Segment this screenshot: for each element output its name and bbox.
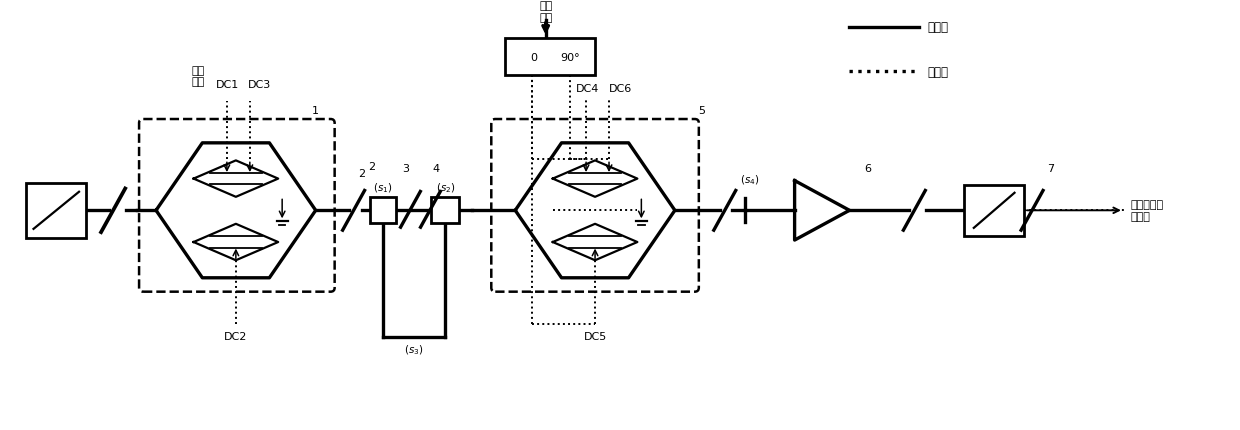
Text: 6: 6 [864,163,872,173]
FancyBboxPatch shape [26,184,87,238]
Text: 电信号: 电信号 [928,66,949,79]
Text: 2: 2 [358,168,366,178]
Text: DC5: DC5 [584,332,606,341]
Text: 射频
信号: 射频 信号 [539,1,552,22]
Text: DC1: DC1 [216,80,239,90]
Text: 光信号: 光信号 [928,21,949,34]
Text: 0: 0 [531,52,537,62]
Text: 2: 2 [368,161,376,171]
Text: $(s_3)$: $(s_3)$ [404,342,424,356]
Text: $(s_1)$: $(s_1)$ [373,181,392,195]
FancyBboxPatch shape [432,198,459,224]
Text: 四倍频上转
换信号: 四倍频上转 换信号 [1131,200,1164,221]
Text: DC4: DC4 [575,84,599,94]
FancyBboxPatch shape [965,185,1024,237]
FancyBboxPatch shape [370,198,396,224]
Text: 本振
信号: 本振 信号 [191,65,205,87]
Text: 90°: 90° [560,52,580,62]
Polygon shape [795,181,849,240]
Text: $(s_4)$: $(s_4)$ [740,172,759,186]
Text: DC6: DC6 [609,84,632,94]
Text: DC3: DC3 [248,80,272,90]
FancyBboxPatch shape [505,39,595,76]
Text: 3: 3 [403,163,409,173]
Text: 5: 5 [698,106,704,116]
Text: 1: 1 [312,106,319,116]
Text: 4: 4 [433,163,439,173]
Text: $(s_2)$: $(s_2)$ [435,181,455,195]
Text: 7: 7 [1047,163,1054,173]
Text: DC2: DC2 [224,332,248,341]
